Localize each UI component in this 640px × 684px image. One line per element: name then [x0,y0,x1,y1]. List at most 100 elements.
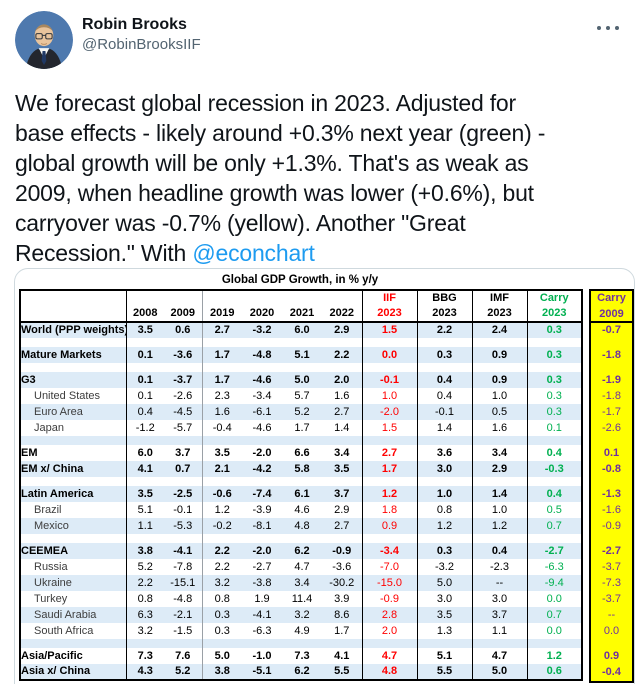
media-card[interactable]: Global GDP Growth, in % y/y [14,268,635,684]
carry09-header-label: Carry [597,292,626,304]
cell-2020: -3.2 [252,324,272,336]
cell-iif-2023: 1.2 [362,486,418,502]
cell-2008: 3.5 [137,324,153,336]
cell-2020: -8.1 [252,519,272,532]
more-button[interactable] [593,22,623,34]
cell-carry-2023: 0.7 [546,608,562,621]
row-label: Euro Area [20,404,127,420]
table-row: G3 0.1 -3.7 1.7 -4.6 5.0 2.0 -0.1 0.4 0.9 0.3 [20,372,582,388]
cell-2008: 3.8 [137,544,153,557]
cell-imf-2023 [472,338,528,347]
cell-iif-2023 [362,534,418,543]
author: Robin Brooks @RobinBrooksIIF [82,15,201,55]
cell-imf-2023: 0.9 [472,347,528,363]
cell-carry-2023: 0.0 [546,624,562,637]
cell-2009 [164,436,203,445]
row-label: Latin America [20,486,127,502]
cell-2008: -1.2 [135,421,155,434]
cell-carry-2023 [527,436,582,445]
cell-2019: 2.1 [214,462,230,475]
cell-2009: -2.5 [164,486,203,502]
cell-2022: 4.1 [322,648,363,664]
row-label: Brazil [20,502,127,518]
cell-2021 [282,477,322,486]
cell-2020: -4.6 [252,421,272,434]
cell-2009 [164,338,203,347]
cell-2020: -2.0 [252,544,272,557]
cell-2019: -0.2 [212,519,232,532]
col-header-carry23-year: 2023 [527,306,582,323]
col-header-2022: 2022 [322,306,363,323]
row-label: United States [20,388,127,404]
row-label: Ukraine [20,575,127,591]
cell-2008: 6.0 [137,446,153,459]
cell-carry-2023: 0.0 [546,592,562,605]
table-row: Mexico 1.1 -5.3 -0.2 -8.1 4.8 2.7 0.9 1.2 1.2 0.7 [20,518,582,534]
cell-imf-2023: 0.9 [472,372,528,388]
row-label: Russia [20,559,127,575]
tweet-text: We forecast global recession in 2023. Ad… [15,88,630,268]
cell-2021: 4.6 [294,503,310,516]
cell-2008: 0.8 [137,592,153,605]
row-label [20,338,127,347]
cell-carry-2023: 0.3 [546,373,562,386]
cell-2009: -4.1 [164,543,203,559]
carry09-cell: -0.9 [602,520,621,532]
cell-2009: -4.5 [164,404,203,420]
mention-link[interactable]: @econchart [192,240,315,266]
author-name[interactable]: Robin Brooks [82,16,187,33]
table-row: World (PPP weights) 3.5 0.6 2.7 -3.2 6.0 2.9 1.… [20,322,582,338]
cell-2008: 0.1 [137,373,153,386]
cell-2020: -5.1 [252,665,272,677]
cell-2022: 5.5 [322,664,363,680]
table-wrap: IIF BBG IMF Carry 2008 2009 2019 2020 20… [19,289,634,683]
carry09-cell: -0.8 [602,463,621,475]
cell-2022: 1.7 [322,623,363,639]
table-row: Japan -1.2 -5.7 -0.4 -4.6 1.7 1.4 1.5 1.4 1.6 0.1 [20,420,582,436]
cell-2020 [242,639,282,648]
gdp-table: IIF BBG IMF Carry 2008 2009 2019 2020 20… [19,289,583,681]
cell-2020: -3.9 [252,503,272,516]
cell-2008: 5.2 [137,560,153,573]
col-header-imf: IMF [472,290,528,306]
cell-iif-2023: 1.5 [362,322,418,338]
cell-2022: 1.6 [322,388,363,404]
row-label [20,436,127,445]
cell-2021: 6.1 [294,487,310,500]
cell-2021: 6.2 [294,665,310,677]
cell-iif-2023: 4.8 [362,664,418,680]
row-label [20,639,127,648]
cell-2020: -2.0 [252,446,272,459]
cell-bbg-2023: 0.3 [417,347,473,363]
author-handle[interactable]: @RobinBrooksIIF [82,36,201,53]
cell-bbg-2023 [417,477,473,486]
cell-2021: 5.2 [294,405,310,418]
cell-imf-2023: 3.0 [472,591,528,607]
cell-2020: -4.2 [252,462,272,475]
cell-iif-2023 [362,477,418,486]
cell-2009: -7.8 [164,559,203,575]
cell-imf-2023: 1.0 [472,388,528,404]
carry09-blank [591,478,632,487]
cell-carry-2023 [527,477,582,486]
cell-iif-2023: 0.9 [362,518,418,534]
cell-carry-2023: 0.3 [546,348,562,361]
cell-iif-2023 [362,436,418,445]
col-header-2019: 2019 [202,306,242,323]
cell-carry-2023: 0.3 [546,389,562,402]
cell-2022: -30.2 [322,575,363,591]
avatar[interactable] [15,11,73,69]
carry09-blank [591,535,632,544]
cell-bbg-2023 [417,363,473,372]
cell-2020: -6.3 [252,624,272,637]
col-header-bbg: BBG [417,290,473,306]
cell-bbg-2023: 0.4 [417,372,473,388]
glasses-right [45,33,53,40]
cell-bbg-2023: 5.5 [417,664,473,680]
cell-2019: 3.2 [214,576,230,589]
carry09-blank [591,640,632,649]
table-row: Euro Area 0.4 -4.5 1.6 -6.1 5.2 2.7 -2.0 -0.1 0.5… [20,404,582,420]
cell-2008: 3.2 [137,624,153,637]
table-row: Turkey 0.8 -4.8 0.8 1.9 11.4 3.9 -0.9 3.0 3.0 0.0 [20,591,582,607]
carry09-header: Carry 2009 [591,291,632,323]
